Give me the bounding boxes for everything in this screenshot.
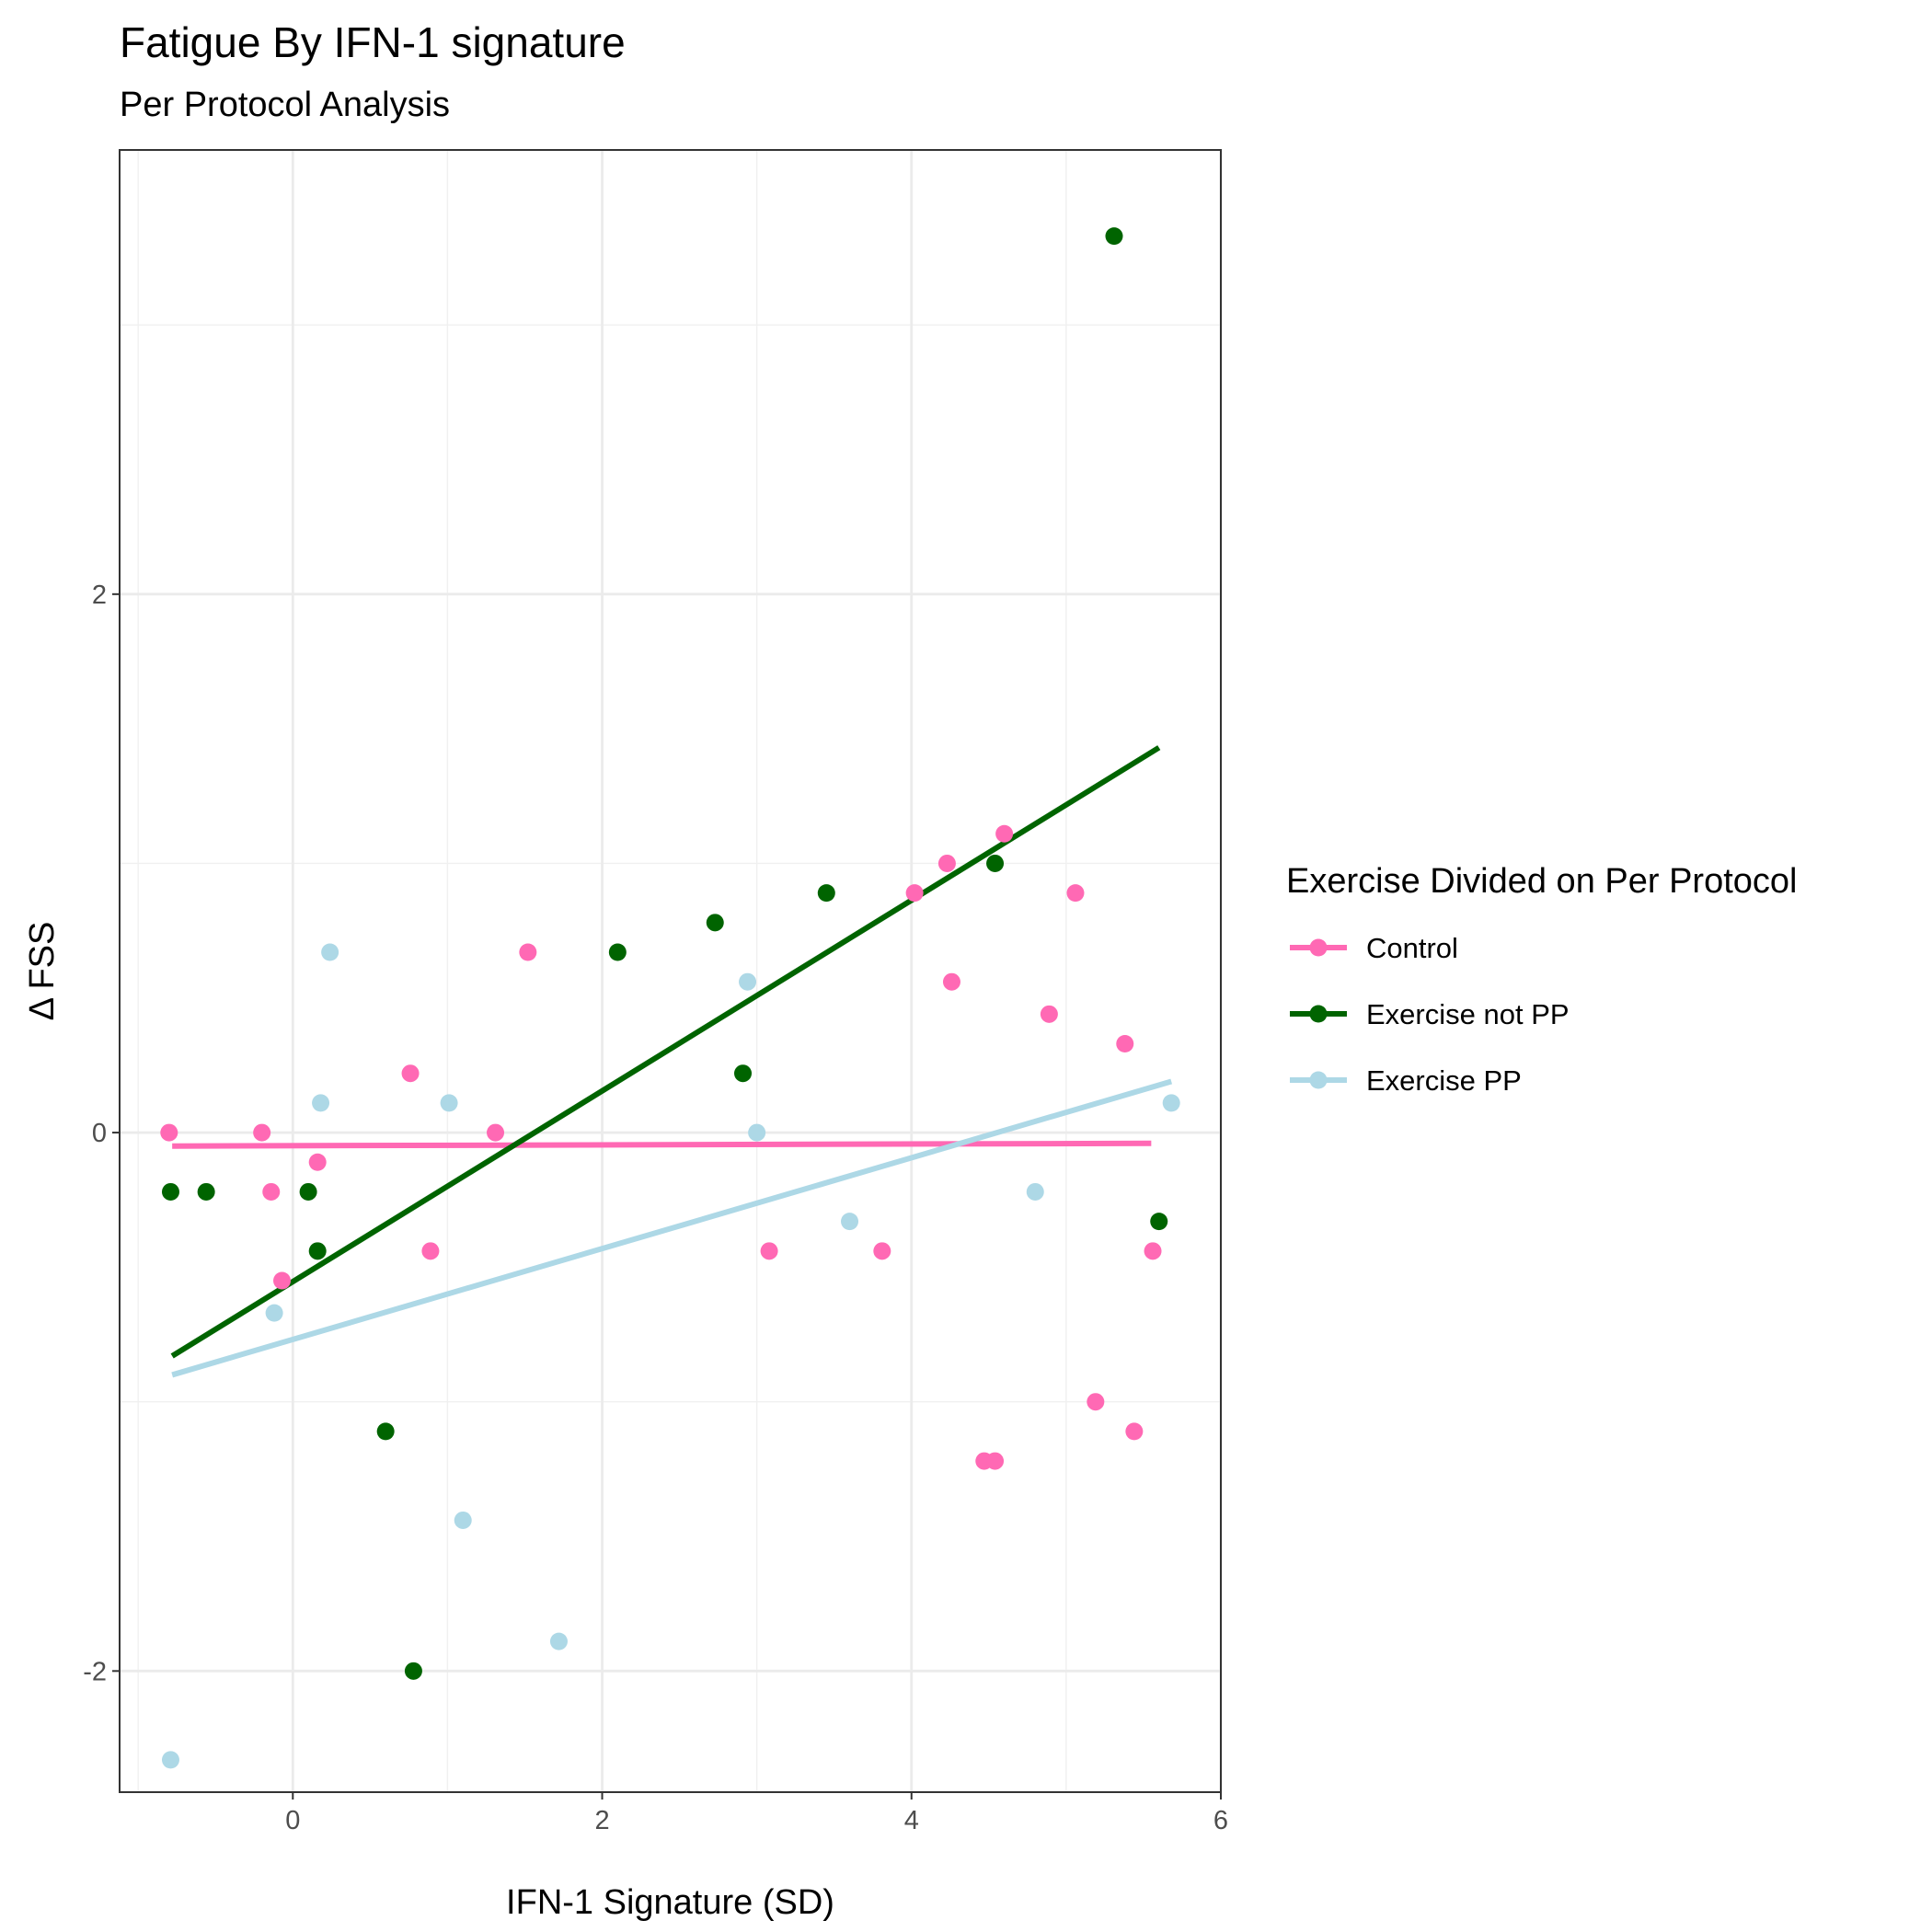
point-control — [273, 1271, 292, 1290]
point-exercise-not-pp — [161, 1182, 179, 1201]
y-tick-label: 0 — [92, 1119, 107, 1148]
point-control — [760, 1242, 778, 1260]
x-tick-label: 4 — [904, 1806, 919, 1835]
point-exercise-pp — [1162, 1094, 1180, 1112]
point-exercise-pp — [312, 1094, 330, 1112]
point-control — [937, 854, 956, 872]
point-exercise-not-pp — [308, 1242, 327, 1260]
point-exercise-pp — [161, 1751, 179, 1769]
y-tick-label: 2 — [92, 581, 107, 610]
fit-lines — [170, 745, 1173, 1378]
legend-label-exercise-not-pp: Exercise not PP — [1366, 998, 1570, 1030]
point-control — [986, 1452, 1005, 1470]
point-exercise-not-pp — [734, 1064, 753, 1083]
point-exercise-pp — [748, 1123, 766, 1142]
point-control — [160, 1123, 178, 1142]
point-control — [1066, 884, 1085, 903]
point-control — [1144, 1242, 1162, 1260]
point-control — [942, 972, 960, 991]
axes: 0 2 4 6 -2 0 2 — [83, 581, 1228, 1835]
point-control — [253, 1123, 271, 1142]
y-tick-label: -2 — [83, 1657, 107, 1686]
point-exercise-not-pp — [706, 914, 724, 932]
point-exercise-pp — [1026, 1182, 1044, 1201]
data-points — [160, 227, 1180, 1769]
panel-border — [119, 149, 1222, 1793]
point-exercise-pp — [454, 1511, 472, 1529]
point-exercise-not-pp — [1150, 1213, 1168, 1231]
point-exercise-pp — [841, 1213, 859, 1231]
legend-title: Exercise Divided on Per Protocol — [1286, 862, 1797, 901]
legend-label-control: Control — [1366, 932, 1458, 964]
legend-key-point-control — [1309, 938, 1328, 957]
x-axis-title: IFN-1 Signature (SD) — [506, 1883, 834, 1922]
point-control — [873, 1242, 891, 1260]
point-exercise-pp — [321, 943, 339, 961]
point-control — [401, 1064, 420, 1083]
point-exercise-pp — [549, 1632, 568, 1650]
point-control — [487, 1123, 505, 1142]
point-control — [308, 1153, 327, 1171]
point-exercise-not-pp — [404, 1662, 422, 1680]
point-exercise-not-pp — [376, 1422, 395, 1441]
fit-line-exercise-not-pp — [170, 745, 1161, 1359]
chart-subtitle: Per Protocol Analysis — [120, 86, 450, 124]
point-control — [1116, 1035, 1134, 1053]
point-exercise-not-pp — [197, 1182, 215, 1201]
point-control — [262, 1182, 281, 1201]
point-control — [1125, 1422, 1144, 1441]
legend: Exercise Divided on Per Protocol Control… — [1286, 862, 1797, 1097]
legend-label-exercise-pp: Exercise PP — [1366, 1064, 1522, 1097]
x-tick-label: 6 — [1213, 1806, 1228, 1835]
chart-title: Fatigue By IFN-1 signature — [120, 18, 626, 66]
point-control — [519, 943, 537, 961]
point-control — [1040, 1005, 1058, 1023]
point-exercise-pp — [739, 972, 757, 991]
x-tick-label: 0 — [285, 1806, 300, 1835]
point-exercise-not-pp — [986, 854, 1005, 872]
point-exercise-pp — [265, 1304, 283, 1322]
x-tick-label: 2 — [594, 1806, 609, 1835]
point-exercise-not-pp — [1105, 227, 1123, 246]
point-exercise-pp — [440, 1094, 458, 1112]
y-axis-title: Δ FSS — [23, 922, 62, 1021]
point-control — [995, 824, 1014, 843]
fit-line-control — [172, 1140, 1152, 1149]
legend-key-point-exercise-not-pp — [1309, 1005, 1328, 1023]
point-control — [1087, 1393, 1105, 1411]
fit-line-exercise-pp — [171, 1078, 1173, 1378]
legend-key-point-exercise-pp — [1309, 1071, 1328, 1089]
point-exercise-not-pp — [817, 884, 835, 903]
point-exercise-not-pp — [608, 943, 627, 961]
point-control — [421, 1242, 440, 1260]
point-control — [905, 884, 924, 903]
point-exercise-not-pp — [299, 1182, 317, 1201]
